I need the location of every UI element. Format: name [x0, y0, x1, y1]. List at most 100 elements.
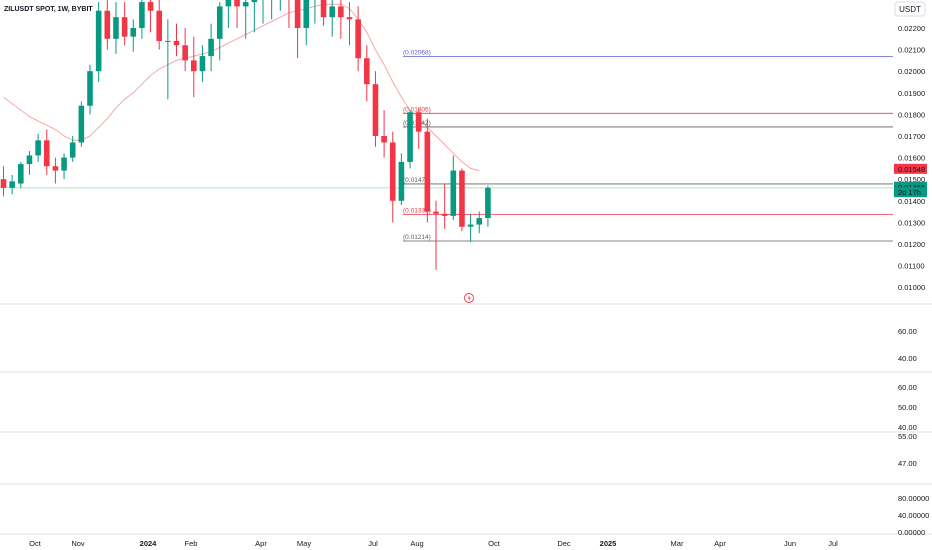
x-tick-label: Jul: [828, 539, 838, 548]
y-tick-label: 0.01400: [898, 197, 925, 206]
x-tick-label: Oct: [488, 539, 501, 548]
candle-body: [225, 0, 232, 7]
candle-body: [9, 181, 15, 188]
candle-body: [381, 136, 387, 143]
candle-body: [398, 161, 405, 201]
candle-body: [113, 17, 119, 39]
candle-body: [364, 58, 370, 85]
candle-body: [346, 17, 353, 20]
x-tick-label: Jun: [784, 539, 796, 548]
candle-body: [234, 0, 240, 7]
y-tick-label: 0.01500: [898, 175, 925, 184]
candle-body: [467, 224, 474, 227]
indicator-panes: [0, 303, 932, 535]
y-tick-label: 0.01200: [898, 240, 925, 249]
currency-button[interactable]: USDT: [894, 1, 926, 17]
candle-body: [199, 56, 206, 72]
candle-body: [104, 10, 111, 39]
candle-body: [191, 60, 197, 72]
candle-body: [424, 131, 431, 212]
candle-body: [338, 6, 344, 18]
price-axis[interactable]: 0.02200 0.02100 0.02000 0.01900 0.01800 0.017…: [893, 0, 932, 304]
candle-body: [372, 84, 379, 136]
candle-body: [450, 170, 457, 216]
y-tick-label: 0.02000: [898, 67, 925, 76]
candle-body: [69, 142, 76, 158]
indicator-tick-label: 55.00: [898, 432, 917, 441]
candle-body: [251, 0, 258, 3]
indicator-tick-label: 80.00000: [898, 494, 929, 503]
y-tick-label: 0.01100: [898, 262, 925, 271]
price-label-box: [894, 181, 927, 192]
candle-body: [121, 17, 128, 37]
candle-body: [165, 40, 171, 42]
candle-body: [415, 112, 422, 132]
indicator-tick-label: 60.00: [898, 327, 917, 336]
candle-body: [52, 166, 59, 171]
price-label-box: [894, 187, 927, 198]
y-tick-label: 0.01700: [898, 132, 925, 141]
candles-layer: [0, 0, 491, 270]
candle-body: [433, 211, 439, 214]
y-tick-label: 0.01900: [898, 89, 925, 98]
fibonacci-levels: (0.02068)(0.01805)(0.01742)(0.01478)(0.0…: [403, 50, 893, 242]
x-tick-label: Jul: [368, 539, 378, 548]
x-tick-label: Oct: [29, 539, 42, 548]
candle-body: [61, 157, 67, 171]
y-tick-label: 0.02200: [898, 24, 925, 33]
x-tick-label: Dec: [557, 539, 571, 548]
time-axis[interactable]: Oct Nov 2024 Feb Apr May Jul Aug Oct Dec 2025 Mar Ap…: [29, 539, 838, 548]
x-tick-label: 2025: [600, 539, 617, 548]
fib-level-label: (0.01214): [403, 234, 431, 241]
y-tick-label: 0.01600: [898, 154, 925, 163]
x-tick-label: Nov: [71, 539, 85, 548]
candle-body: [320, 0, 327, 18]
fib-level-label: (0.01805): [403, 106, 431, 113]
candle-body: [130, 28, 137, 37]
y-tick-label: 0.01000: [898, 283, 925, 292]
indicator-pane-axes: 60.0040.0060.0050.0040.0055.0047.0080.00…: [898, 327, 929, 537]
candle-body: [35, 140, 41, 156]
indicator-tick-label: 50.00: [898, 403, 917, 412]
candle-body: [208, 38, 214, 57]
x-tick-label: 2024: [140, 539, 158, 548]
price-label-box: [894, 163, 927, 174]
indicator-tick-label: 47.00: [898, 459, 917, 468]
candle-body: [95, 10, 102, 72]
candle-body: [485, 187, 491, 219]
candle-body: [389, 142, 396, 201]
candle-body: [459, 170, 465, 227]
candle-body: [87, 71, 93, 106]
candle-body: [156, 10, 162, 41]
candle-body: [441, 213, 448, 216]
x-tick-label: Apr: [255, 539, 267, 548]
candle-body: [139, 2, 145, 28]
fib-level-label: (0.02068): [403, 50, 431, 57]
price-label-text: 2d 17h: [898, 188, 921, 197]
candle-body: [242, 2, 249, 7]
x-tick-label: Mar: [671, 539, 684, 548]
candle-body: [26, 155, 33, 165]
y-tick-label: 0.01800: [898, 110, 925, 119]
y-tick-label: 0.01300: [898, 218, 925, 227]
fib-level-label: (0.01478): [403, 177, 431, 184]
price-labels: 0.015480.014652d 17h: [894, 163, 927, 198]
indicator-tick-label: 0.00000: [898, 528, 925, 537]
indicator-tick-label: 40.00000: [898, 511, 929, 520]
fib-level-label: (0.01336): [403, 208, 431, 215]
candle-body: [173, 40, 180, 46]
currency-label: USDT: [899, 5, 921, 14]
candle-body: [476, 218, 483, 225]
x-tick-label: Feb: [185, 539, 198, 548]
x-tick-label: Apr: [714, 539, 726, 548]
candle-body: [147, 2, 154, 11]
candle-body: [216, 6, 223, 39]
candle-body: [18, 164, 24, 184]
price-label-text: 0.01548: [898, 165, 925, 174]
indicator-tick-label: 40.00: [898, 423, 917, 432]
lightning-icon[interactable]: [464, 293, 474, 303]
candle-body: [329, 6, 335, 18]
candle-body: [303, 0, 310, 28]
